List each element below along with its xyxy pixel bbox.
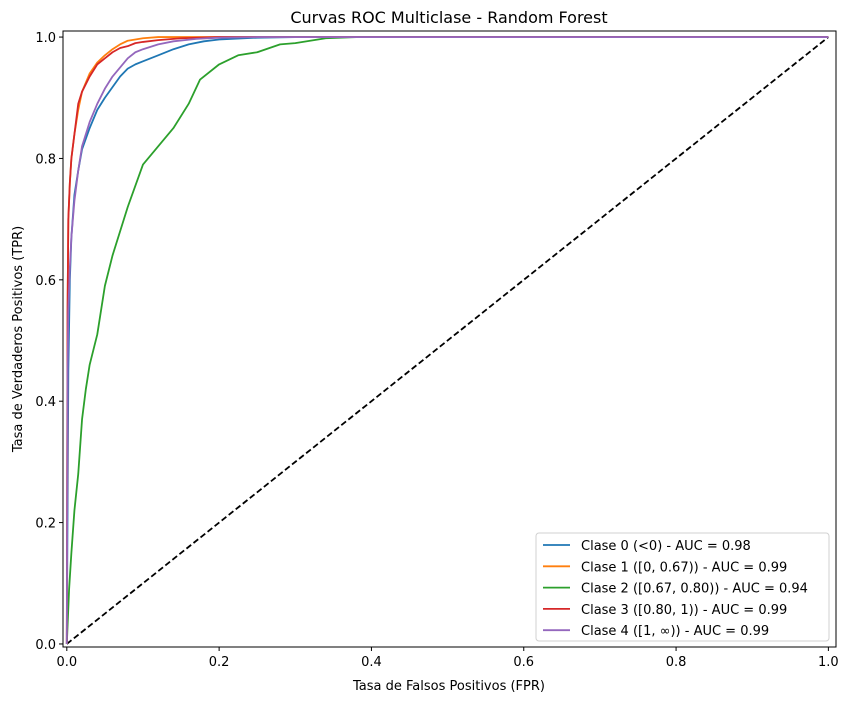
- y-axis-label: Tasa de Verdaderos Positivos (TPR): [11, 226, 26, 453]
- legend-entry-label: Clase 0 (<0) - AUC = 0.98: [581, 539, 751, 554]
- legend-entry-label: Clase 3 ([0.80, 1)) - AUC = 0.99: [581, 603, 787, 618]
- y-tick-label: 0.2: [35, 517, 56, 532]
- legend-entry-label: Clase 4 ([1, ∞)) - AUC = 0.99: [581, 624, 769, 639]
- plot-frame: [62, 30, 837, 648]
- chart-title: Curvas ROC Multiclase - Random Forest: [290, 8, 607, 27]
- series-layer: [65, 36, 829, 645]
- x-axis-label: Tasa de Falsos Positivos (FPR): [352, 679, 545, 694]
- y-tick-label: 1.0: [35, 31, 56, 46]
- y-tick-label: 0.0: [35, 638, 56, 653]
- x-tick-label: 0.0: [56, 655, 77, 670]
- x-tick-label: 1.0: [818, 655, 839, 670]
- x-tick-label: 0.2: [209, 655, 230, 670]
- y-tick-label: 0.4: [35, 395, 56, 410]
- ticks-layer: 0.0 0.2 0.4 0.6 0.8 1.0 0.0 0.2 0.4 0.6 0.8 1.0: [35, 31, 838, 670]
- legend-entry-label: Clase 1 ([0, 0.67)) - AUC = 0.99: [581, 560, 787, 575]
- y-tick-label: 0.8: [35, 152, 56, 167]
- legend: Clase 0 (<0) - AUC = 0.98 Clase 1 ([0, 0.…: [535, 532, 830, 642]
- series-line-clase-4: [65, 36, 829, 644]
- x-tick-label: 0.4: [361, 655, 382, 670]
- legend-entry-label: Clase 2 ([0.67, 0.80)) - AUC = 0.94: [581, 582, 808, 597]
- series-line-clase-3: [65, 36, 829, 644]
- reference-diagonal-line: [66, 36, 829, 645]
- series-line-clase-2: [65, 36, 829, 645]
- x-tick-label: 0.6: [513, 655, 534, 670]
- x-tick-label: 0.8: [666, 655, 687, 670]
- legend-box: [535, 532, 830, 642]
- y-tick-label: 0.6: [35, 274, 56, 289]
